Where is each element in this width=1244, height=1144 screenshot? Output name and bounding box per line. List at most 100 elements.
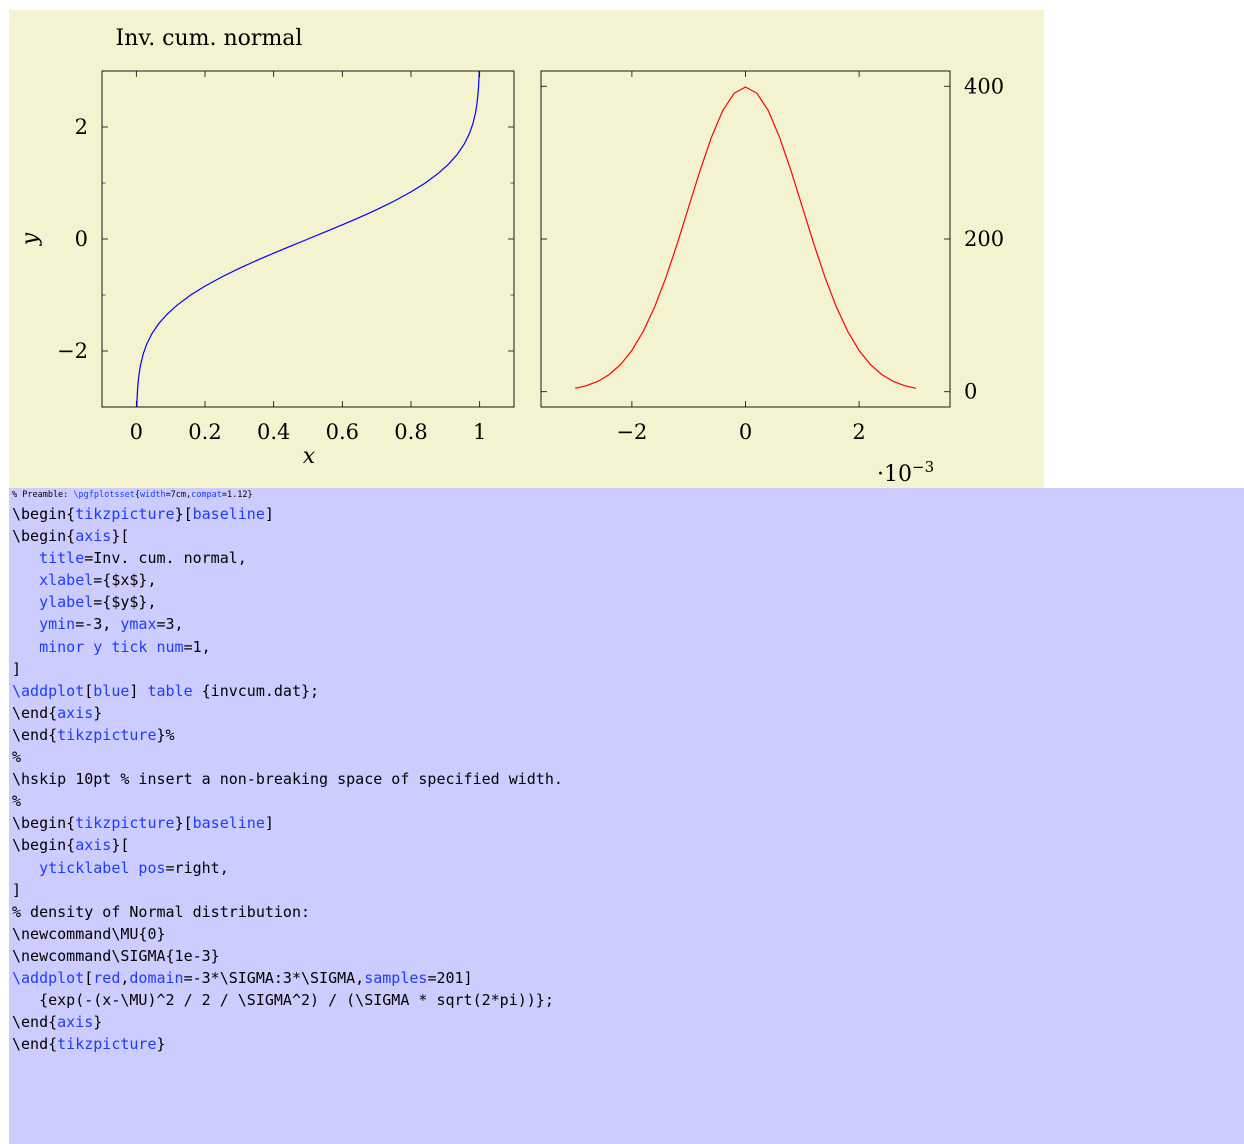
code-text: % Preamble: — [12, 490, 74, 500]
left-axis-frame — [101, 70, 515, 408]
code-text: % — [12, 748, 22, 767]
code-text: }[ — [174, 505, 193, 523]
code-text: [ — [84, 968, 94, 987]
code-text: \end{ — [12, 1013, 58, 1032]
code-text: \end{ — [12, 725, 58, 744]
right-chart: −2 0 2 0 200 400 ·10−3 — [540, 70, 1004, 487]
code-text: =-3, — [75, 615, 121, 634]
code-text: ] — [129, 681, 148, 700]
code-line: % density of Normal distribution: — [12, 901, 563, 923]
code-indent — [12, 615, 39, 633]
left-tick-labels: 0 0.2 0.4 0.6 0.8 1 −2 0 2 — [57, 115, 486, 444]
right-tick-labels: −2 0 2 0 200 400 — [616, 74, 1004, 444]
right-x-tick-label: 0 — [739, 420, 752, 444]
code-keyword: \addplot — [12, 681, 85, 700]
code-keyword: ylabel — [39, 593, 94, 612]
left-x-axis-label: x — [303, 444, 316, 469]
code-line: \newcommand\SIGMA{1e-3} — [12, 945, 563, 967]
code-line: \end{tikzpicture}% — [12, 724, 563, 746]
code-keyword: tikzpicture — [75, 505, 175, 523]
code-line: \newcommand\MU{0} — [12, 923, 563, 945]
code-text: }[ — [111, 527, 130, 546]
left-chart-title: Inv. cum. normal — [116, 26, 303, 51]
code-keyword: baseline — [192, 505, 265, 523]
left-y-axis-label: y — [18, 232, 43, 246]
code-text: =1.12} — [221, 490, 253, 500]
code-indent — [12, 571, 39, 589]
code-line: \hskip 10pt % insert a non-breaking spac… — [12, 768, 563, 790]
code-listing: % Preamble: \pgfplotsset{width=7cm,compa… — [12, 490, 563, 1055]
code-line: \end{axis} — [12, 1011, 563, 1033]
code-keyword: tikzpicture — [57, 1035, 157, 1054]
code-text: =1, — [183, 637, 211, 656]
code-keyword: ymax — [120, 615, 157, 634]
right-x-tick-label: 2 — [852, 420, 865, 444]
right-x-scale-label: ·10−3 — [877, 458, 934, 487]
code-text: { — [134, 490, 140, 500]
code-line: \end{tikzpicture} — [12, 1033, 563, 1055]
code-line: \addplot[red,domain=-3*\SIGMA:3*\SIGMA,s… — [12, 967, 563, 989]
code-text: =3, — [156, 615, 184, 634]
figure-svg: Inv. cum. normal 0 0.2 0.4 0.6 0.8 1−202 x y … — [18, 26, 1004, 487]
code-line: minor y tick num=1, — [12, 636, 563, 658]
right-y-tick-label: 200 — [964, 227, 1004, 251]
right-ticks — [541, 71, 950, 407]
code-keyword: red — [93, 968, 121, 987]
left-x-tick-label: 0 — [130, 420, 143, 444]
code-keyword: compat — [191, 490, 222, 500]
code-text: % density of Normal distribution: — [12, 902, 311, 921]
code-text: \begin{ — [12, 527, 76, 546]
code-text: \begin{ — [12, 505, 76, 523]
code-text: \end{ — [12, 703, 58, 722]
code-keyword: axis — [57, 703, 94, 722]
code-text: \end{ — [12, 1035, 58, 1054]
left-x-tick-label: 0.8 — [394, 420, 427, 444]
code-panel: % Preamble: \pgfplotsset{width=7cm,compa… — [9, 488, 1244, 1144]
right-y-tick-label: 0 — [964, 380, 977, 404]
right-series-line — [574, 86, 917, 389]
code-text: \newcommand\MU{0} — [12, 924, 166, 943]
right-x-tick-label: −2 — [616, 420, 647, 444]
left-y-tick-label: 0 — [75, 227, 88, 251]
code-keyword: \pgfplotsset — [73, 490, 135, 500]
figure-panel: Inv. cum. normal 0 0.2 0.4 0.6 0.8 1 −2 0 2 x y … — [9, 10, 1044, 488]
left-x-tick-label: 0.4 — [257, 420, 290, 444]
code-text: {invcum.dat}; — [192, 681, 320, 700]
code-keyword: title — [39, 549, 85, 568]
code-keyword: blue — [93, 681, 130, 700]
right-y-tick-label: 400 — [964, 74, 1004, 98]
code-keyword: table — [147, 681, 193, 700]
code-text: } — [93, 1013, 103, 1032]
code-text: \newcommand\SIGMA{1e-3} — [12, 946, 220, 965]
code-text: , — [120, 968, 130, 987]
code-keyword: ymin — [39, 615, 76, 634]
left-x-tick-label: 1 — [473, 420, 486, 444]
code-text: \hskip 10pt % insert a non-breaking spac… — [12, 770, 563, 789]
code-keyword: tikzpicture — [57, 725, 157, 744]
code-line: title=Inv. cum. normal, — [12, 547, 563, 569]
left-x-tick-label: 0.6 — [326, 420, 359, 444]
left-y-tick-label: −2 — [57, 339, 88, 363]
code-keyword: axis — [57, 1013, 94, 1032]
code-text: % — [12, 792, 22, 811]
code-keyword: samples — [364, 968, 428, 987]
code-indent — [12, 859, 39, 877]
code-line: \addplot[blue] table {invcum.dat}; — [12, 680, 563, 702]
code-text: =7cm, — [165, 490, 192, 500]
code-text: ] — [264, 814, 274, 833]
left-series-line — [136, 70, 480, 408]
code-text: }% — [156, 725, 175, 744]
code-line: ] — [12, 879, 563, 901]
code-text: =right, — [165, 858, 229, 877]
code-text: ] — [264, 505, 274, 523]
code-keyword: axis — [75, 527, 112, 546]
code-line: {exp(-(x-\MU)^2 / 2 / \SIGMA^2) / (\SIGM… — [12, 989, 563, 1011]
code-line-preamble: % Preamble: \pgfplotsset{width=7cm,compa… — [12, 490, 563, 501]
code-indent — [12, 593, 39, 611]
code-text: }[ — [174, 814, 193, 833]
code-keyword: \addplot — [12, 968, 85, 987]
code-text: ={$x$}, — [93, 571, 157, 590]
code-line: \begin{axis}[ — [12, 525, 563, 547]
code-text: \begin{ — [12, 836, 76, 855]
code-keyword: minor y tick num — [39, 637, 184, 656]
